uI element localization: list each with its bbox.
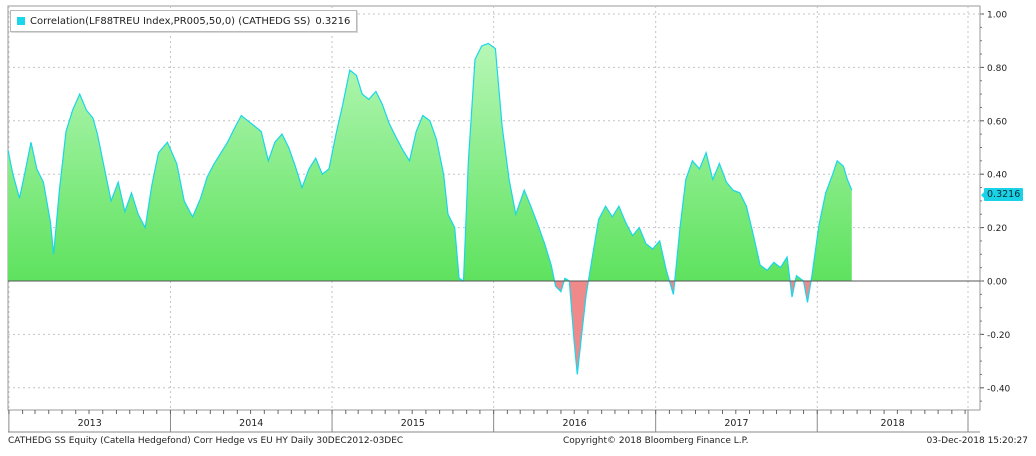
x-year-label: 2014 <box>239 418 263 429</box>
x-year-label: 2013 <box>78 418 102 429</box>
legend-swatch-icon <box>17 17 25 25</box>
last-value-badge: 0.3216 <box>984 188 1024 201</box>
correlation-line <box>7 42 853 375</box>
positive-area-fill <box>8 43 852 282</box>
footer-description: CATHEDG SS Equity (Catella Hedgefond) Co… <box>8 436 404 446</box>
y-tick-label: 1.00 <box>987 11 1007 21</box>
x-year-label: 2018 <box>881 418 905 429</box>
x-year-label: 2017 <box>724 418 748 429</box>
y-tick-label: 0.40 <box>987 171 1007 181</box>
y-tick-label: 0.80 <box>987 64 1007 74</box>
y-tick-label: 0.60 <box>987 117 1007 127</box>
footer-timestamp: 03-Dec-2018 15:20:27 <box>926 436 1028 446</box>
y-tick-label: 0.20 <box>987 224 1007 234</box>
negative-area-fill <box>8 281 852 375</box>
x-year-label: 2015 <box>401 418 425 429</box>
x-year-label: 2016 <box>563 418 587 429</box>
chart-area-series <box>7 42 980 375</box>
x-axis: 2013 2014 2015 2016 2017 2018 <box>8 410 980 433</box>
footer-copyright: Copyright© 2018 Bloomberg Finance L.P. <box>563 436 749 446</box>
legend-last-value: 0.3216 <box>315 15 351 27</box>
y-tick-label: -0.20 <box>987 331 1011 341</box>
y-axis: 1.00 0.80 0.60 0.40 0.20 0.00 -0.20 -0.40 <box>980 11 1011 402</box>
legend-label: Correlation(LF88TREU Index,PR005,50,0) (… <box>30 15 311 27</box>
y-tick-label: -0.40 <box>987 384 1011 394</box>
chart-legend: Correlation(LF88TREU Index,PR005,50,0) (… <box>10 10 358 32</box>
y-tick-label: 0.00 <box>987 278 1007 288</box>
